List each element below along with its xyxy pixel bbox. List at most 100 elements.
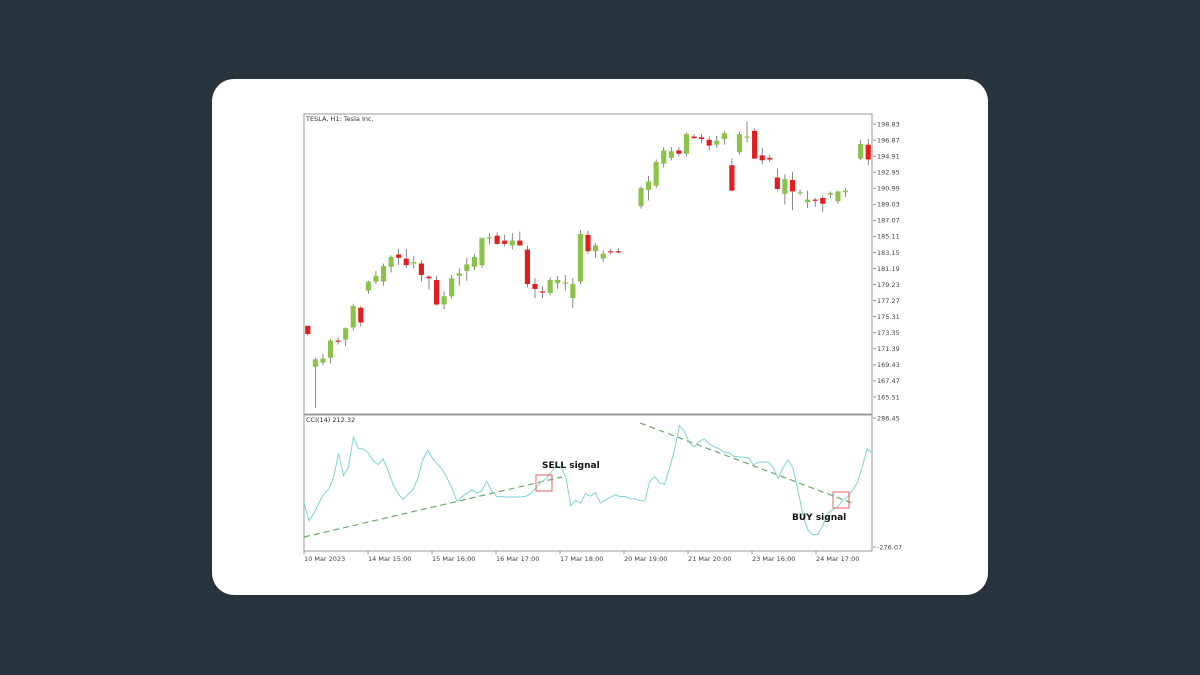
price-tick-label: 192.95	[877, 168, 900, 176]
price-panel-header: TESLA, H1: Tesla Inc.	[305, 115, 374, 123]
price-tick-label: 175.31	[877, 313, 900, 321]
candle-down	[752, 130, 758, 159]
candle-up	[842, 190, 849, 193]
time-tick-label: 24 Mar 17:00	[816, 555, 859, 563]
candle-down	[699, 137, 705, 139]
candle-up	[456, 273, 462, 276]
candle-up	[380, 265, 387, 282]
candle-down	[820, 197, 826, 204]
candle-down	[358, 307, 364, 323]
candle-up	[668, 151, 674, 158]
candle-up	[858, 143, 864, 159]
candle-down	[426, 276, 432, 279]
price-tick-label: 179.23	[877, 281, 900, 289]
candle-up	[327, 340, 334, 358]
candles	[305, 121, 871, 408]
candle-down	[396, 254, 402, 258]
candle-up	[441, 296, 447, 305]
time-tick-label: 20 Mar 19:00	[624, 555, 667, 563]
candle-up	[350, 306, 356, 328]
price-tick-label: 167.47	[877, 377, 900, 385]
candle-down	[585, 234, 591, 252]
candle-down	[539, 291, 546, 293]
candle-down	[403, 258, 409, 266]
time-tick-label: 10 Mar 2023	[304, 555, 345, 563]
price-tick-label: 198.83	[877, 120, 900, 128]
candle-up	[411, 261, 417, 264]
candle-up	[373, 275, 379, 282]
buy-trendline	[639, 422, 853, 504]
price-tick-label: 169.43	[877, 361, 900, 369]
time-tick-label: 21 Mar 20:00	[688, 555, 731, 563]
time-tick-label: 14 Mar 15:00	[368, 555, 411, 563]
candle-up	[509, 240, 515, 246]
price-tick-label: 177.27	[877, 297, 900, 305]
sell-trendline	[303, 476, 563, 538]
price-tick-label: 189.03	[877, 201, 900, 209]
candle-down	[305, 325, 311, 334]
cci-axis: 286.45 -276.07	[873, 414, 902, 551]
candle-up	[638, 188, 644, 207]
candle-up	[449, 278, 455, 297]
candle-up	[714, 140, 720, 145]
candle-up	[555, 279, 561, 284]
candle-down	[767, 157, 773, 160]
candle-down	[729, 165, 735, 191]
candle-up	[797, 192, 803, 194]
price-tick-label: 190.99	[877, 185, 900, 193]
candle-down	[759, 155, 765, 161]
candle-down	[706, 139, 712, 146]
candle-down	[524, 249, 530, 285]
price-tick-label: 196.87	[877, 136, 900, 144]
candle-up	[661, 150, 667, 164]
candle-up	[592, 245, 599, 252]
chart-card: TESLA, H1: Tesla Inc. CCI(14) 212.32 198…	[212, 79, 988, 595]
candle-down	[676, 150, 682, 154]
candle-up	[835, 191, 841, 202]
time-axis: 10 Mar 2023 14 Mar 15:00 15 Mar 16:00 16 Ma…	[303, 551, 859, 563]
sell-signal-label: SELL signal	[542, 461, 600, 471]
candle-down	[494, 235, 500, 244]
candle-down	[691, 136, 697, 139]
candle-down	[608, 251, 614, 253]
price-tick-label: 173.35	[877, 329, 900, 337]
candle-up	[570, 284, 576, 298]
candle-down	[774, 177, 780, 189]
candle-up	[464, 264, 470, 271]
candle-down	[433, 279, 440, 305]
candle-up	[653, 161, 659, 186]
price-tick-label: 171.39	[877, 345, 900, 353]
candle-up	[471, 256, 477, 267]
candle-down	[812, 199, 818, 201]
candle-up	[320, 358, 326, 363]
candle-up	[683, 134, 690, 154]
candle-up	[600, 253, 606, 259]
price-tick-label: 181.19	[877, 265, 900, 273]
price-tick-label: 194.91	[877, 152, 900, 160]
price-tick-label: 165.51	[877, 393, 900, 401]
candle-down	[789, 179, 796, 192]
price-tick-label: 185.11	[877, 233, 900, 241]
sell-signal-box	[535, 474, 553, 492]
cci-panel-header: CCI(14) 212.32	[306, 416, 355, 424]
cci-tick-label: 286.45	[877, 414, 900, 422]
cci-series-line	[303, 424, 873, 536]
candle-up	[782, 179, 788, 194]
candle-up	[562, 282, 568, 284]
candle-down	[615, 251, 621, 253]
candle-up	[744, 136, 750, 138]
buy-signal-box	[832, 491, 850, 509]
candle-up	[577, 234, 584, 282]
price-tick-label: 187.07	[877, 217, 900, 225]
candle-down	[532, 284, 538, 289]
candle-up	[547, 279, 553, 294]
buy-signal-label: BUY signal	[792, 513, 846, 523]
time-tick-label: 23 Mar 16:00	[752, 555, 795, 563]
candle-down	[418, 263, 424, 276]
candle-up	[646, 181, 652, 190]
candle-up	[343, 328, 349, 340]
candle-down	[517, 240, 523, 246]
candle-up	[805, 199, 811, 203]
candle-up	[365, 281, 371, 291]
candle-up	[479, 238, 485, 266]
